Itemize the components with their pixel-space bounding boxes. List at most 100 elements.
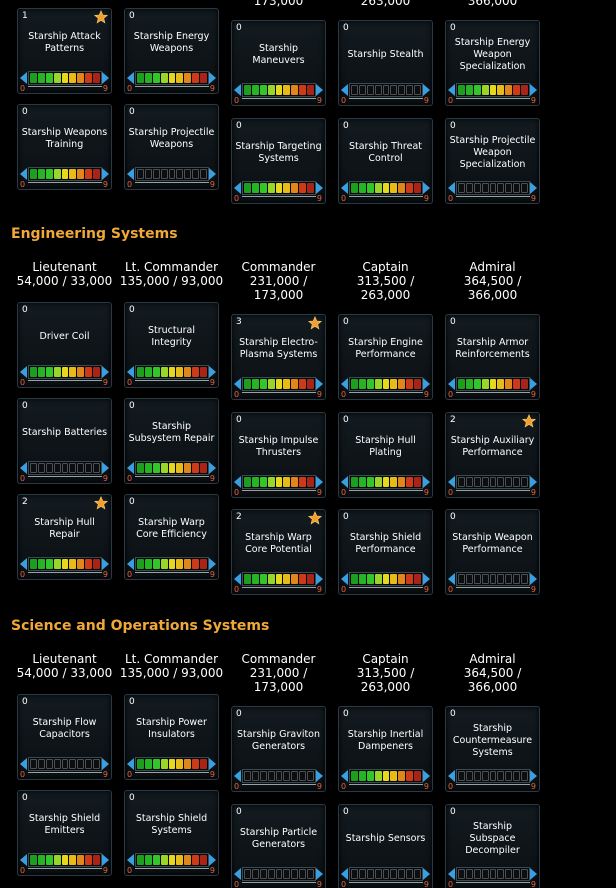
decrease-arrow[interactable] [234, 770, 241, 782]
increase-arrow[interactable] [423, 84, 430, 96]
skill-card[interactable]: 0 Starship Shield Performance 0 9 [338, 509, 433, 595]
decrease-arrow[interactable] [448, 770, 455, 782]
decrease-arrow[interactable] [127, 168, 134, 180]
decrease-arrow[interactable] [127, 854, 134, 866]
increase-arrow[interactable] [316, 181, 323, 194]
increase-arrow[interactable] [423, 770, 430, 782]
increase-arrow[interactable] [530, 475, 537, 488]
skill-card[interactable]: 0 Starship Subsystem Repair 0 9 [124, 398, 219, 484]
skill-card[interactable]: 0 Starship Threat Control 0 9 [338, 117, 433, 204]
decrease-arrow[interactable] [234, 573, 241, 585]
skill-card[interactable]: 2 Starship Auxiliary Performance 0 9 [445, 411, 540, 498]
increase-arrow[interactable] [530, 181, 537, 194]
decrease-arrow[interactable] [341, 84, 348, 96]
increase-arrow[interactable] [530, 84, 537, 96]
skill-card[interactable]: 0 Starship Inertial Dampeners 0 9 [338, 706, 433, 792]
increase-arrow[interactable] [209, 758, 216, 770]
skill-card[interactable]: 0 Starship Energy Weapons 0 9 [124, 8, 219, 94]
decrease-arrow[interactable] [341, 573, 348, 585]
skill-card[interactable]: 2 Starship Warp Core Potential 0 9 [231, 509, 326, 595]
increase-arrow[interactable] [423, 573, 430, 585]
increase-arrow[interactable] [423, 181, 430, 194]
skill-card[interactable]: 0 Starship Projectile Weapons 0 9 [124, 104, 219, 190]
skill-card[interactable]: 0 Starship Weapons Training 0 9 [17, 104, 112, 190]
decrease-arrow[interactable] [20, 366, 27, 378]
skill-card[interactable]: 0 Starship Shield Emitters 0 9 [17, 790, 112, 876]
skill-card[interactable]: 0 Starship Countermeasure Systems 0 9 [445, 706, 540, 792]
increase-arrow[interactable] [209, 72, 216, 84]
decrease-arrow[interactable] [20, 168, 27, 180]
increase-arrow[interactable] [102, 72, 109, 84]
increase-arrow[interactable] [423, 378, 430, 390]
increase-arrow[interactable] [316, 867, 323, 880]
increase-arrow[interactable] [316, 84, 323, 96]
skill-card[interactable]: 1 Starship Attack Patterns 0 9 [17, 8, 112, 94]
decrease-arrow[interactable] [20, 462, 27, 474]
decrease-arrow[interactable] [341, 475, 348, 488]
skill-card[interactable]: 0 Starship Stealth 0 9 [338, 20, 433, 106]
skill-card[interactable]: 0 Starship Subspace Decompiler 0 9 [445, 803, 540, 888]
increase-arrow[interactable] [316, 573, 323, 585]
decrease-arrow[interactable] [448, 867, 455, 880]
decrease-arrow[interactable] [341, 378, 348, 390]
increase-arrow[interactable] [102, 854, 109, 866]
decrease-arrow[interactable] [127, 558, 134, 570]
increase-arrow[interactable] [209, 366, 216, 378]
decrease-arrow[interactable] [234, 378, 241, 390]
skill-card[interactable]: 0 Starship Impulse Thrusters 0 9 [231, 411, 326, 498]
increase-arrow[interactable] [102, 758, 109, 770]
increase-arrow[interactable] [530, 378, 537, 390]
decrease-arrow[interactable] [234, 475, 241, 488]
skill-card[interactable]: 0 Starship Maneuvers 0 9 [231, 20, 326, 106]
increase-arrow[interactable] [423, 867, 430, 880]
increase-arrow[interactable] [530, 867, 537, 880]
skill-card[interactable]: 0 Starship Armor Reinforcements 0 9 [445, 314, 540, 400]
decrease-arrow[interactable] [448, 84, 455, 96]
increase-arrow[interactable] [209, 558, 216, 570]
increase-arrow[interactable] [316, 770, 323, 782]
decrease-arrow[interactable] [234, 181, 241, 194]
decrease-arrow[interactable] [341, 867, 348, 880]
decrease-arrow[interactable] [448, 181, 455, 194]
skill-card[interactable]: 2 Starship Hull Repair 0 9 [17, 494, 112, 580]
increase-arrow[interactable] [530, 770, 537, 782]
decrease-arrow[interactable] [127, 758, 134, 770]
increase-arrow[interactable] [209, 462, 216, 474]
skill-card[interactable]: 0 Starship Projectile Weapon Specializati… [445, 117, 540, 204]
skill-card[interactable]: 0 Starship Weapon Performance 0 9 [445, 509, 540, 595]
decrease-arrow[interactable] [20, 854, 27, 866]
decrease-arrow[interactable] [341, 181, 348, 194]
skill-card[interactable]: 0 Starship Flow Capacitors 0 9 [17, 694, 112, 780]
decrease-arrow[interactable] [234, 867, 241, 880]
skill-card[interactable]: 0 Starship Engine Performance 0 9 [338, 314, 433, 400]
skill-card[interactable]: 0 Structural Integrity 0 9 [124, 302, 219, 388]
skill-card[interactable]: 0 Starship Graviton Generators 0 9 [231, 706, 326, 792]
skill-card[interactable]: 3 Starship Electro-Plasma Systems 0 9 [231, 314, 326, 400]
increase-arrow[interactable] [530, 573, 537, 585]
skill-card[interactable]: 0 Starship Warp Core Efficiency 0 9 [124, 494, 219, 580]
increase-arrow[interactable] [102, 462, 109, 474]
increase-arrow[interactable] [102, 558, 109, 570]
decrease-arrow[interactable] [127, 366, 134, 378]
increase-arrow[interactable] [316, 378, 323, 390]
increase-arrow[interactable] [102, 366, 109, 378]
decrease-arrow[interactable] [20, 558, 27, 570]
increase-arrow[interactable] [102, 168, 109, 180]
decrease-arrow[interactable] [20, 758, 27, 770]
skill-card[interactable]: 0 Starship Particle Generators 0 9 [231, 803, 326, 888]
decrease-arrow[interactable] [234, 84, 241, 96]
skill-card[interactable]: 0 Starship Targeting Systems 0 9 [231, 117, 326, 204]
decrease-arrow[interactable] [127, 72, 134, 84]
skill-card[interactable]: 0 Starship Shield Systems 0 9 [124, 790, 219, 876]
increase-arrow[interactable] [423, 475, 430, 488]
decrease-arrow[interactable] [448, 475, 455, 488]
decrease-arrow[interactable] [127, 462, 134, 474]
skill-card[interactable]: 0 Starship Energy Weapon Specialization 0 9 [445, 20, 540, 106]
decrease-arrow[interactable] [448, 378, 455, 390]
increase-arrow[interactable] [209, 854, 216, 866]
skill-card[interactable]: 0 Starship Batteries 0 9 [17, 398, 112, 484]
increase-arrow[interactable] [316, 475, 323, 488]
skill-card[interactable]: 0 Driver Coil 0 9 [17, 302, 112, 388]
decrease-arrow[interactable] [341, 770, 348, 782]
skill-card[interactable]: 0 Starship Hull Plating 0 9 [338, 411, 433, 498]
